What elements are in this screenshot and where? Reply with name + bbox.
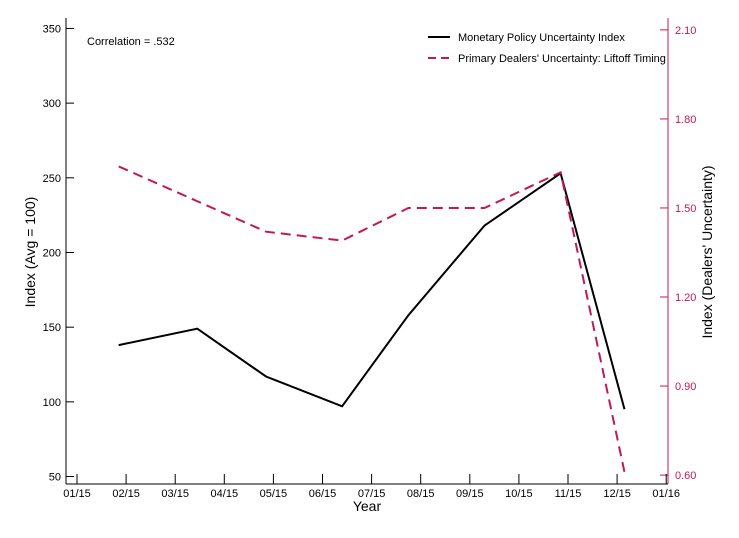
x-tick-label: 08/15 xyxy=(407,488,435,500)
y-left-tick-label: 200 xyxy=(43,247,61,259)
y-right-tick-label: 0.60 xyxy=(675,470,696,482)
y-axis-left-title: Index (Avg = 100) xyxy=(22,197,38,308)
x-tick-label: 06/15 xyxy=(309,488,337,500)
y-left-tick-label: 150 xyxy=(43,322,61,334)
x-tick-label: 09/15 xyxy=(456,488,484,500)
y-left-tick-label: 100 xyxy=(43,397,61,409)
correlation-annotation: Correlation = .532 xyxy=(87,36,175,48)
x-tick-label: 05/15 xyxy=(260,488,288,500)
y-right-tick-label: 1.20 xyxy=(675,292,696,304)
legend-label-mpu: Monetary Policy Uncertainty Index xyxy=(458,32,625,44)
legend: Monetary Policy Uncertainty Index Primar… xyxy=(428,32,666,65)
y-left-tick-label: 250 xyxy=(43,173,61,185)
y-right-tick-label: 0.90 xyxy=(675,381,696,393)
x-tick-label: 01/16 xyxy=(652,488,680,500)
y-left-tick-label: 300 xyxy=(43,98,61,110)
x-tick-label: 07/15 xyxy=(358,488,386,500)
x-tick-label: 10/15 xyxy=(505,488,533,500)
x-axis-title: Year xyxy=(353,498,382,514)
legend-label-dealers: Primary Dealers' Uncertainty: Liftoff Ti… xyxy=(458,53,666,65)
x-tick-label: 04/15 xyxy=(211,488,239,500)
y-right-tick-label: 1.50 xyxy=(675,203,696,215)
y-left-tick-label: 350 xyxy=(43,23,61,35)
x-tick-label: 12/15 xyxy=(603,488,631,500)
y-right-tick-label: 2.10 xyxy=(675,25,696,37)
y-left-tick-label: 50 xyxy=(49,472,61,484)
x-tick-label: 03/15 xyxy=(161,488,189,500)
x-tick-label: 01/15 xyxy=(63,488,91,500)
x-tick-label: 11/15 xyxy=(555,488,582,500)
y-axis-right-title: Index (Dealers' Uncertainty) xyxy=(699,165,715,338)
y-right-tick-label: 1.80 xyxy=(675,114,696,126)
series-layer xyxy=(118,165,626,473)
x-tick-label: 02/15 xyxy=(112,488,140,500)
series-line-mpu xyxy=(118,171,626,410)
series-line-dealers xyxy=(118,165,626,473)
axes: 50 100 150 200 250 300 350 0.60 0.90 1.20 1.50 1.80… xyxy=(43,18,696,500)
